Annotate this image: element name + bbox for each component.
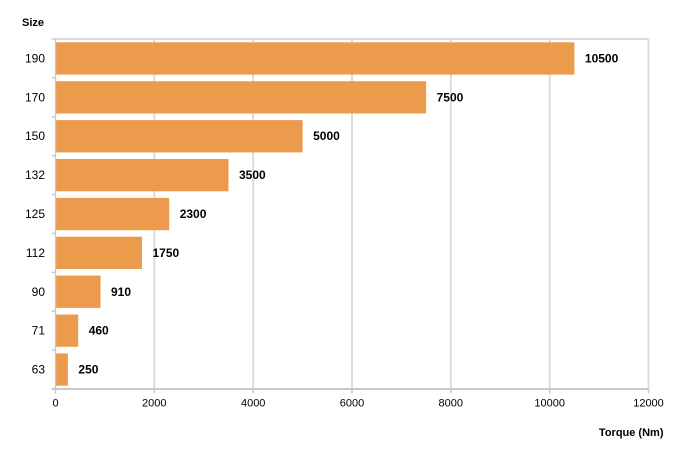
svg-text:71: 71 [32, 324, 46, 338]
svg-text:112: 112 [26, 246, 45, 260]
svg-text:8000: 8000 [439, 398, 463, 410]
svg-text:10000: 10000 [534, 398, 565, 410]
svg-text:2000: 2000 [142, 398, 166, 410]
svg-text:170: 170 [25, 90, 45, 104]
svg-text:1750: 1750 [153, 246, 180, 260]
svg-text:460: 460 [89, 324, 109, 338]
svg-text:90: 90 [32, 285, 46, 299]
svg-text:132: 132 [25, 168, 45, 182]
svg-text:910: 910 [111, 285, 131, 299]
svg-text:Torque (Nm): Torque (Nm) [599, 427, 664, 439]
svg-text:190: 190 [25, 51, 45, 65]
svg-text:12000: 12000 [633, 398, 664, 410]
svg-text:250: 250 [78, 363, 98, 377]
svg-text:7500: 7500 [437, 90, 464, 104]
svg-text:63: 63 [32, 363, 46, 377]
svg-text:5000: 5000 [313, 129, 340, 143]
svg-text:2300: 2300 [180, 207, 207, 221]
svg-text:3500: 3500 [239, 168, 266, 182]
svg-text:0: 0 [52, 398, 58, 410]
svg-text:Size: Size [22, 17, 44, 29]
svg-text:6000: 6000 [340, 398, 364, 410]
svg-text:150: 150 [25, 129, 45, 143]
svg-text:4000: 4000 [241, 398, 265, 410]
svg-text:125: 125 [25, 207, 45, 221]
svg-text:10500: 10500 [585, 51, 619, 65]
